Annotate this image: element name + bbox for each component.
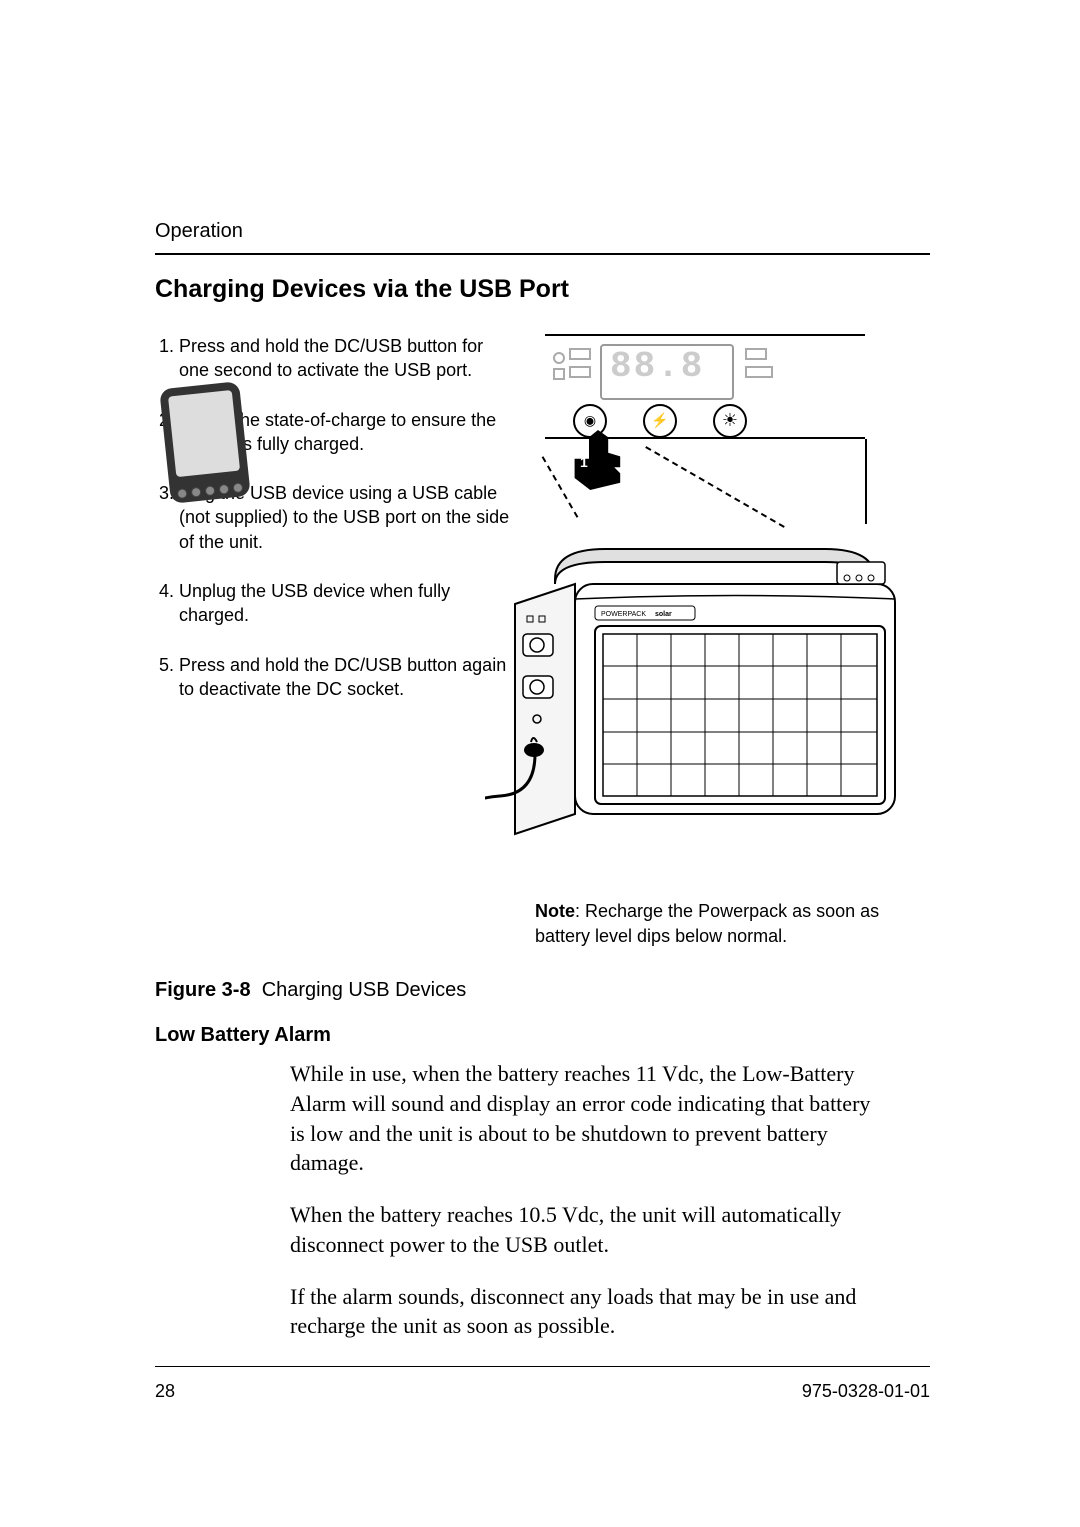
figure-caption-text: Charging USB Devices (262, 979, 467, 1001)
callout-number: 1 (580, 454, 588, 470)
main-heading: Charging Devices via the USB Port (155, 275, 930, 304)
note-prefix: Note (535, 901, 575, 921)
lcd-digits-icon: 88.8 (610, 349, 704, 385)
body-paragraph: If the alarm sounds, disconnect any load… (290, 1282, 890, 1341)
sub-heading: Low Battery Alarm (155, 1024, 930, 1047)
pda-device-illustration (159, 381, 251, 504)
footer-rule (155, 1366, 930, 1367)
note-body: : Recharge the Powerpack as soon as batt… (535, 901, 879, 946)
header-rule (155, 253, 930, 255)
figure-area: 88.8 1 (535, 334, 930, 949)
svg-text:solar: solar (655, 611, 672, 618)
figure-caption: Figure 3-8 Charging USB Devices (155, 979, 930, 1002)
page-number: 28 (155, 1381, 175, 1402)
page-footer: 28 975-0328-01-01 (155, 1366, 930, 1402)
doc-number: 975-0328-01-01 (802, 1381, 930, 1402)
car-button-icon (643, 404, 677, 438)
svg-text:POWERPACK: POWERPACK (601, 611, 646, 618)
figure-note: Note: Recharge the Powerpack as soon as … (535, 899, 930, 949)
sun-button-icon (713, 404, 747, 438)
body-paragraph: While in use, when the battery reaches 1… (290, 1059, 890, 1178)
pointer-hand-icon (565, 430, 625, 490)
step-item: Unplug the USB device when fully charged… (179, 579, 515, 628)
step-item: Press and hold the DC/USB button again t… (179, 653, 515, 702)
section-label: Operation (155, 220, 930, 243)
lcd-panel-illustration: 88.8 1 (535, 334, 915, 554)
body-paragraph: When the battery reaches 10.5 Vdc, the u… (290, 1200, 890, 1259)
powerpack-device-illustration: POWERPACK solar (485, 544, 915, 854)
figure-label: Figure 3-8 (155, 979, 251, 1001)
step-item: Press and hold the DC/USB button for one… (179, 334, 515, 383)
